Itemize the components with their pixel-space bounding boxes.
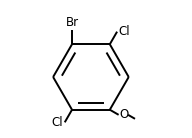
Text: Cl: Cl [118,25,130,38]
Text: Br: Br [65,16,79,29]
Text: Cl: Cl [52,116,63,129]
Text: O: O [119,108,129,121]
